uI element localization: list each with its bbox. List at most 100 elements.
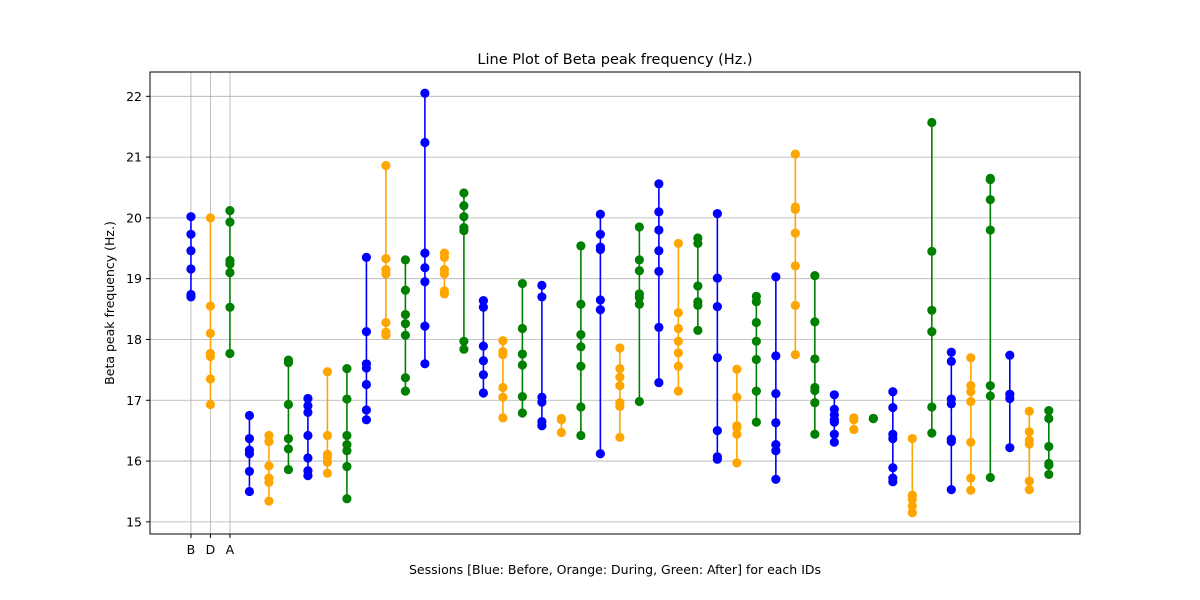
- data-point: [381, 269, 391, 279]
- data-point: [829, 417, 839, 427]
- data-point: [576, 241, 586, 251]
- data-point: [615, 372, 625, 382]
- data-point: [322, 367, 333, 377]
- session-series-after: [634, 222, 644, 407]
- data-point: [478, 302, 488, 312]
- data-point: [420, 88, 430, 98]
- session-series-during: [732, 364, 742, 468]
- data-point: [966, 437, 976, 447]
- data-point: [985, 391, 995, 401]
- data-point: [342, 461, 352, 472]
- data-point: [946, 347, 956, 357]
- plot-frame: [149, 71, 1081, 535]
- data-point: [888, 477, 898, 487]
- data-point: [966, 396, 976, 407]
- data-point: [361, 326, 372, 337]
- data-point: [420, 277, 430, 287]
- data-point: [751, 336, 761, 346]
- data-point: [283, 433, 294, 444]
- session-series-before: [654, 179, 664, 388]
- data-point: [459, 336, 469, 346]
- data-point: [400, 330, 411, 340]
- data-point: [634, 292, 644, 303]
- data-point: [810, 429, 820, 439]
- data-point: [205, 374, 216, 384]
- data-point: [517, 278, 527, 289]
- data-point: [361, 363, 372, 373]
- data-point: [673, 336, 683, 346]
- y-tick-label: 16: [126, 454, 142, 469]
- session-series-after: [751, 291, 761, 427]
- data-point: [537, 292, 547, 302]
- data-point: [303, 407, 313, 418]
- data-point: [420, 263, 430, 273]
- data-point: [634, 396, 644, 407]
- y-tick-label: 18: [126, 332, 142, 347]
- data-point: [751, 386, 761, 396]
- data-point: [810, 385, 820, 396]
- data-point: [732, 392, 742, 402]
- data-point: [303, 393, 313, 404]
- data-point: [264, 477, 274, 487]
- data-point: [771, 388, 781, 399]
- data-point: [400, 255, 411, 265]
- data-point: [244, 486, 255, 497]
- data-point: [225, 259, 235, 269]
- data-point: [634, 266, 644, 276]
- session-series-before: [712, 209, 722, 464]
- y-tick-label: 17: [126, 393, 142, 408]
- data-point: [517, 408, 527, 418]
- x-tick-label: A: [226, 542, 235, 557]
- data-point: [517, 392, 527, 402]
- data-point: [888, 402, 898, 413]
- data-point: [732, 423, 742, 433]
- session-series-during: [264, 430, 274, 506]
- data-point: [342, 446, 352, 456]
- session-series-during: [205, 213, 216, 410]
- session-series-after: [459, 188, 469, 354]
- session-series-after: [985, 173, 995, 483]
- data-point: [205, 213, 216, 223]
- session-series-before: [361, 252, 372, 425]
- data-point: [810, 354, 820, 364]
- data-point: [361, 252, 372, 263]
- session-series-during: [556, 413, 566, 438]
- data-point: [771, 474, 781, 484]
- data-point: [537, 280, 547, 290]
- y-tick-label: 20: [126, 210, 142, 225]
- data-point: [205, 328, 216, 338]
- data-point: [576, 430, 586, 441]
- data-point: [478, 370, 488, 380]
- data-point: [361, 405, 372, 415]
- data-point: [400, 373, 411, 383]
- data-point: [420, 248, 430, 258]
- data-point: [673, 348, 683, 358]
- data-point: [478, 388, 488, 398]
- data-point: [946, 485, 956, 495]
- data-point: [381, 317, 391, 328]
- data-point: [712, 353, 722, 363]
- data-point: [400, 309, 411, 320]
- data-point: [1005, 350, 1015, 360]
- data-point: [1044, 460, 1054, 470]
- data-point: [771, 272, 781, 282]
- data-point: [459, 201, 469, 211]
- data-point: [673, 238, 683, 249]
- session-series-before: [537, 280, 547, 431]
- data-point: [205, 399, 216, 410]
- data-point: [673, 308, 683, 318]
- data-point: [537, 397, 547, 407]
- session-series-after: [868, 413, 878, 424]
- data-point: [1024, 476, 1034, 486]
- data-point: [361, 379, 372, 390]
- data-point: [985, 225, 995, 235]
- session-series-during: [907, 433, 917, 518]
- data-point: [771, 418, 781, 428]
- data-point: [693, 300, 703, 311]
- data-point: [595, 209, 605, 219]
- data-point: [966, 353, 976, 363]
- data-point: [946, 399, 956, 409]
- data-point: [634, 222, 644, 232]
- session-series-during: [673, 238, 683, 396]
